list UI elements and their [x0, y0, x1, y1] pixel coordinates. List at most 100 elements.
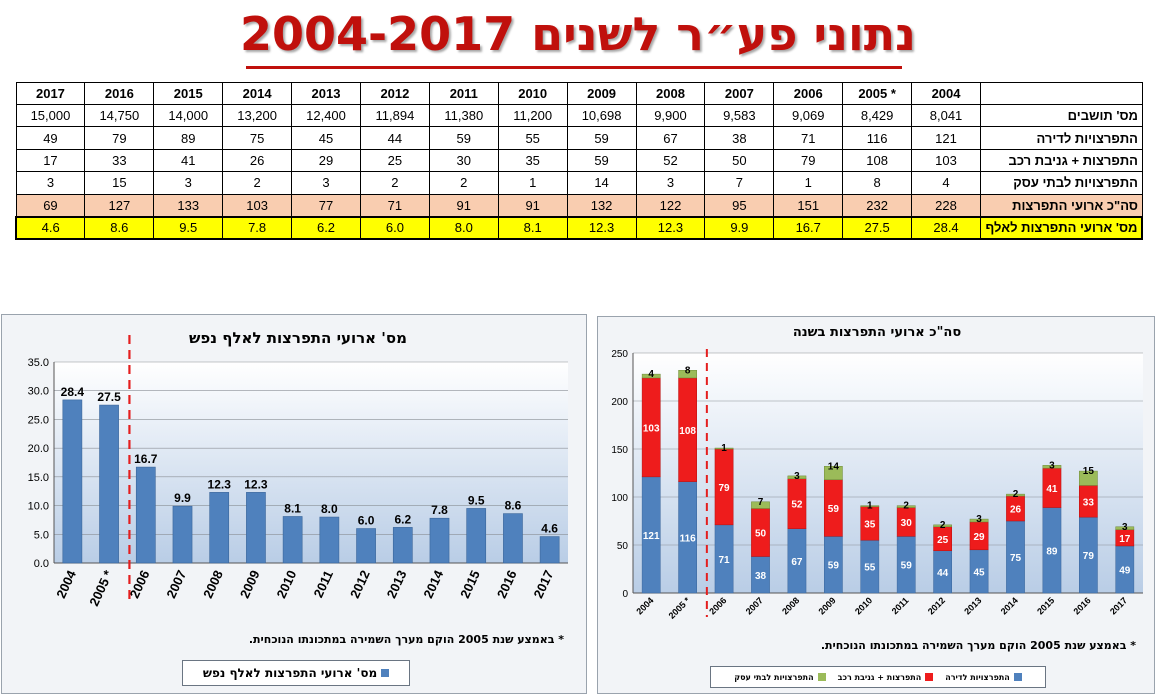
legend-label-business: התפרצויות לבתי עסק — [734, 672, 814, 682]
bar-segment — [751, 501, 770, 509]
data-label: 8.0 — [321, 502, 338, 516]
table-row-label: התפרצויות לדירה — [979, 126, 1143, 150]
data-label: 25 — [937, 535, 949, 546]
x-tick-label: 2016 — [494, 568, 520, 601]
table-cell: 16.7 — [773, 216, 844, 240]
table-cell: 67 — [635, 126, 706, 150]
data-label: 7 — [758, 497, 764, 508]
x-tick-label: 2010 — [274, 568, 300, 601]
x-tick-label: 2013 — [384, 568, 410, 601]
table-row: 3 15 3 2 3 2 2 1 14 3 7 1 8 4 התפרצויות לבתי עסק — [15, 171, 1143, 195]
x-tick-label: 2007 — [744, 595, 765, 616]
table-cell: 95 — [704, 193, 775, 218]
x-tick-label: 2015 — [457, 568, 483, 601]
data-label: 29 — [974, 532, 986, 543]
legend-item-apartments: התפרצויות לדירה — [945, 673, 1022, 682]
legend-swatch-rate — [381, 669, 390, 677]
data-label: 116 — [680, 533, 697, 544]
table-cell: 49 — [15, 126, 86, 150]
data-label: 41 — [1046, 484, 1058, 495]
totals-chart: 0 50 100 150 200 250 121 103 4 2004 116 108 8 2005 * 7… — [597, 316, 1155, 694]
table-row-label: מס' תושבים — [979, 103, 1143, 128]
x-tick-label: 2012 — [926, 595, 947, 616]
data-label: 9.9 — [174, 491, 191, 505]
data-label: 4 — [648, 369, 654, 380]
table-cell: 7 — [704, 171, 775, 195]
table-cell: 89 — [153, 126, 224, 150]
table-cell: 11,200 — [497, 103, 568, 128]
bar-segment — [1006, 493, 1025, 497]
x-tick-label: 2007 — [163, 568, 189, 601]
table-header-year: 2012 — [359, 82, 430, 105]
x-tick-label: 2011 — [311, 568, 337, 600]
table-cell: 75 — [222, 126, 293, 150]
table-cell: 8 — [842, 171, 913, 195]
table-cell: 8.0 — [428, 216, 499, 240]
data-label: 52 — [791, 500, 803, 511]
table-cell: 30 — [428, 148, 499, 173]
table-cell: 133 — [153, 193, 224, 218]
table-header-label — [979, 82, 1143, 105]
table-cell: 132 — [566, 193, 637, 218]
data-label: 6.2 — [394, 512, 411, 526]
table-cell: 14,750 — [84, 103, 155, 128]
table-cell: 55 — [497, 126, 568, 150]
table-cell: 14 — [566, 171, 637, 195]
x-tick-label: 2009 — [817, 595, 838, 616]
table-header-year: 2005 * — [842, 82, 913, 105]
table-header-year: 2011 — [428, 82, 499, 105]
data-label: 121 — [643, 531, 660, 542]
legend-label-apartments: התפרצויות לדירה — [945, 672, 1010, 682]
y-tick-label: 100 — [611, 493, 628, 504]
table-cell: 11,894 — [359, 103, 430, 128]
data-label: 1 — [867, 501, 873, 512]
bar — [356, 528, 376, 564]
bar — [282, 516, 303, 564]
data-label: 33 — [1083, 497, 1095, 508]
y-tick-label: 30.0 — [28, 386, 49, 398]
table-header-year: 2008 — [635, 82, 706, 105]
table-row: 15,000 14,750 14,000 13,200 12,400 11,894 11,3… — [15, 103, 1143, 128]
table-cell: 15,000 — [15, 103, 86, 128]
data-label: 2 — [1013, 489, 1019, 500]
bar — [503, 513, 523, 564]
table-cell: 3 — [291, 171, 361, 195]
table-cell: 33 — [84, 148, 155, 173]
data-label: 3 — [794, 471, 800, 482]
table-cell: 3 — [15, 171, 86, 195]
bar-segment — [1115, 526, 1135, 530]
bar-segment — [678, 370, 697, 379]
chart-title: סה"כ ארועי התפרצות בשנה — [793, 325, 962, 340]
table-cell: 17 — [15, 148, 86, 173]
table-header-year: 2004 — [911, 82, 981, 105]
y-tick-label: 250 — [611, 349, 628, 360]
y-tick-label: 50 — [617, 541, 629, 552]
x-tick-label: 2013 — [962, 595, 983, 616]
x-tick-label: 2004 — [53, 567, 79, 600]
x-tick-label: 2005 * — [667, 595, 693, 621]
data-label: 45 — [974, 567, 986, 578]
data-label: 15 — [1083, 466, 1095, 477]
data-label: 79 — [719, 483, 731, 494]
y-tick-label: 0 — [622, 589, 628, 600]
table-header-year: 2017 — [15, 82, 86, 105]
data-label: 50 — [755, 529, 767, 540]
x-tick-label: 2017 — [531, 568, 557, 601]
table-cell: 25 — [359, 148, 430, 173]
table-cell: 4 — [911, 171, 981, 195]
y-tick-label: 35.0 — [28, 357, 49, 369]
table-cell: 6.0 — [359, 216, 430, 240]
bar-segment — [714, 447, 734, 450]
x-tick-label: 2004 — [634, 595, 655, 616]
data-label: 4.6 — [541, 522, 558, 536]
table-cell: 12.3 — [566, 216, 637, 240]
rate-chart: 0.0 5.0 10.0 15.0 20.0 25.0 30.0 35.0 28.4 2004 27… — [1, 314, 587, 694]
table-cell: 38 — [704, 126, 775, 150]
bar — [466, 508, 487, 564]
table-cell: 1 — [497, 171, 568, 195]
data-label: 3 — [1122, 522, 1128, 533]
x-tick-label: 2017 — [1108, 595, 1129, 616]
data-label: 49 — [1119, 565, 1131, 576]
data-label: 9.5 — [468, 493, 485, 507]
bar — [135, 466, 156, 564]
